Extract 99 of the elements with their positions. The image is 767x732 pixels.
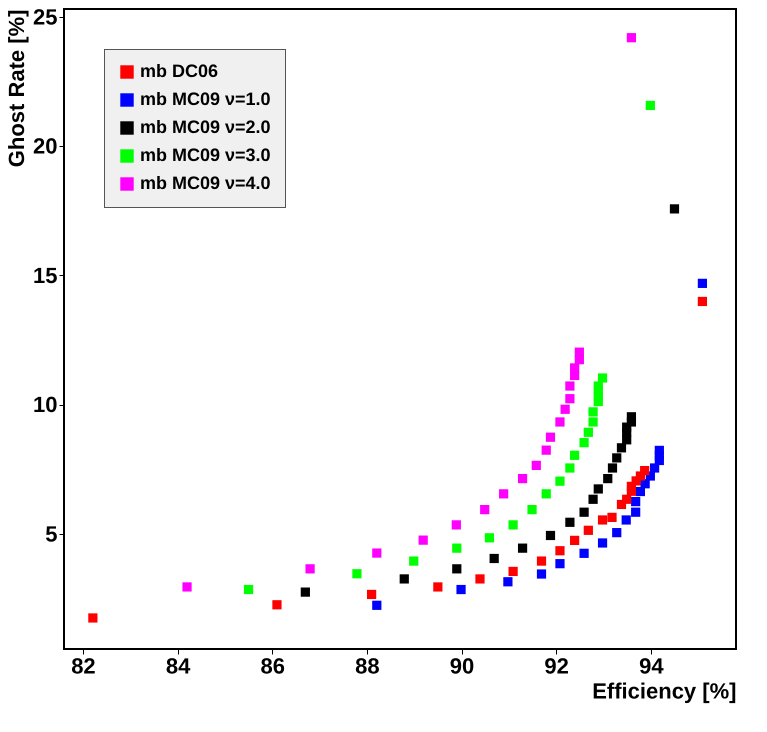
point: [584, 526, 593, 535]
legend-label: mb MC09 ν=2.0: [140, 117, 271, 137]
point: [698, 278, 708, 288]
point: [366, 590, 376, 600]
point: [546, 530, 556, 540]
y-tick-label: 20: [33, 134, 58, 159]
legend-label: mb MC09 ν=4.0: [140, 173, 271, 193]
x-axis-title: Efficiency [%]: [592, 678, 736, 704]
y-tick-label: 15: [33, 262, 58, 288]
point: [608, 463, 618, 473]
point: [244, 584, 254, 594]
point: [490, 554, 499, 564]
point: [518, 544, 528, 553]
point: [565, 394, 575, 404]
point: [452, 520, 461, 530]
point: [532, 460, 541, 470]
point: [565, 381, 575, 391]
point: [452, 544, 462, 553]
point: [612, 453, 622, 463]
point: [603, 474, 612, 484]
point: [574, 348, 584, 357]
point: [536, 556, 546, 566]
point: [646, 100, 655, 110]
x-tick-label: 82: [71, 654, 96, 678]
point: [584, 428, 593, 437]
point: [305, 564, 315, 574]
point: [570, 536, 580, 546]
point: [499, 489, 508, 498]
point: [588, 407, 598, 416]
x-tick-label: 92: [544, 654, 569, 678]
point: [372, 548, 382, 558]
point: [622, 515, 631, 525]
point: [598, 515, 608, 525]
y-tick-label: 5: [45, 521, 58, 546]
point: [565, 463, 575, 473]
point: [626, 412, 636, 422]
x-tick-label: 90: [450, 654, 474, 678]
y-axis-title: Ghost Rate [%]: [4, 10, 30, 168]
point: [546, 432, 556, 442]
point: [626, 33, 636, 42]
y-tick-label: 25: [33, 4, 58, 30]
point: [598, 538, 608, 548]
point: [182, 582, 192, 592]
point: [508, 566, 518, 576]
point: [88, 613, 98, 623]
point: [433, 582, 442, 592]
legend-label: mb MC09 ν=1.0: [140, 89, 271, 109]
x-tick-label: 84: [166, 654, 192, 678]
point: [594, 484, 603, 494]
point: [565, 518, 575, 527]
point: [570, 450, 580, 460]
point: [579, 548, 589, 558]
point: [452, 564, 462, 574]
point: [418, 536, 428, 545]
point: [654, 446, 664, 456]
point: [616, 443, 626, 452]
point: [372, 600, 382, 610]
point: [508, 520, 518, 530]
point: [588, 417, 598, 427]
point: [456, 584, 466, 594]
point: [503, 577, 513, 586]
point: [640, 466, 650, 476]
point: [542, 489, 551, 498]
point: [698, 296, 708, 306]
point: [631, 496, 640, 506]
point: [607, 512, 617, 522]
point: [484, 533, 494, 542]
point: [570, 363, 580, 373]
y-tick-label: 10: [33, 392, 58, 418]
point: [475, 574, 485, 584]
point: [555, 546, 565, 556]
point: [612, 528, 622, 538]
x-tick-label: 86: [260, 654, 285, 678]
point: [555, 417, 565, 427]
point: [300, 588, 310, 597]
point: [527, 505, 537, 514]
point: [409, 556, 418, 566]
point: [588, 494, 598, 504]
point: [555, 476, 565, 486]
x-tick-label: 94: [639, 654, 664, 678]
point: [542, 446, 551, 455]
point: [598, 373, 608, 383]
point: [579, 438, 589, 448]
point: [400, 574, 409, 584]
point: [480, 505, 490, 514]
point: [594, 381, 603, 391]
point: [622, 494, 632, 504]
legend-label: mb DC06: [140, 61, 218, 81]
point: [272, 600, 282, 610]
point: [631, 508, 640, 517]
x-tick-label: 88: [355, 654, 380, 678]
point: [670, 204, 680, 214]
point: [579, 508, 589, 517]
point: [560, 404, 570, 414]
point: [555, 559, 565, 568]
point: [536, 569, 546, 579]
point: [352, 569, 362, 578]
point: [518, 474, 528, 484]
legend-label: mb MC09 ν=3.0: [140, 145, 271, 165]
